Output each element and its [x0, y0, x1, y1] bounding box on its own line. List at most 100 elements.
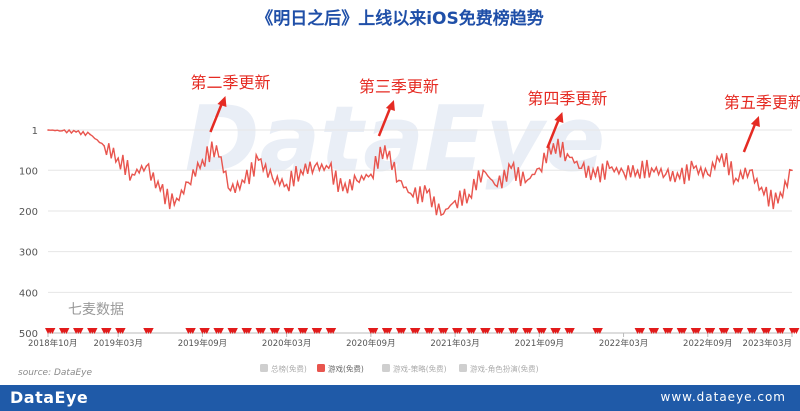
- bottom-marker: [231, 328, 238, 334]
- site-url[interactable]: www.dataeye.com: [660, 390, 786, 404]
- annotation-arrow: [546, 117, 561, 149]
- bottom-marker: [217, 328, 224, 334]
- annotation-arrow-head: [217, 96, 227, 107]
- bottom-marker: [330, 328, 337, 334]
- annotation-label: 第五季更新: [724, 93, 800, 112]
- bottom-marker: [709, 328, 716, 334]
- legend-label: 游戏(免费): [328, 364, 364, 374]
- y-tick-label: 100: [19, 166, 38, 177]
- x-tick-label: 2021年09月: [515, 338, 564, 349]
- bottom-marker: [189, 328, 196, 334]
- bottom-marker: [456, 328, 463, 334]
- data-point: [299, 169, 302, 172]
- bottom-marker: [779, 328, 786, 334]
- annotation-arrow: [742, 121, 758, 153]
- data-point: [384, 145, 386, 147]
- x-tick-label: 2018年10月: [28, 338, 77, 349]
- legend: 总榜(免费) 游戏(免费) 游戏-策略(免费) 游戏-角色扮演(免费): [260, 364, 539, 374]
- data-point: [426, 191, 428, 194]
- bottom-marker: [540, 328, 547, 334]
- data-point: [271, 177, 274, 180]
- data-point: [341, 189, 344, 192]
- bottom-marker: [751, 328, 758, 334]
- data-point: [692, 167, 695, 170]
- data-point: [370, 173, 372, 176]
- data-point: [398, 179, 400, 182]
- y-tick-label: 1: [32, 126, 38, 137]
- bottom-marker: [470, 328, 477, 334]
- bottom-marker: [203, 328, 210, 334]
- data-point: [215, 145, 218, 147]
- data-point: [608, 167, 611, 170]
- data-point: [777, 202, 779, 204]
- data-point: [201, 159, 204, 161]
- bottom-marker: [245, 328, 252, 334]
- annotation-arrow: [209, 101, 224, 133]
- data-point: [117, 157, 119, 159]
- bottom-marker: [428, 328, 435, 334]
- bottom-marker: [288, 328, 295, 334]
- data-point: [454, 199, 456, 202]
- data-point: [173, 204, 176, 206]
- annotation-label: 第二季更新: [190, 73, 270, 92]
- bottom-marker: [512, 328, 519, 334]
- data-point: [664, 173, 667, 176]
- source-label: source: DataEye: [18, 368, 93, 378]
- bottom-marker: [147, 328, 154, 334]
- bottom-marker: [105, 328, 112, 334]
- bottom-marker: [653, 328, 660, 334]
- bottom-marker: [681, 328, 688, 334]
- bottom-marker: [568, 328, 575, 334]
- series-line: [47, 128, 793, 216]
- data-point: [636, 169, 639, 172]
- data-point: [580, 167, 583, 170]
- data-point: [187, 181, 190, 184]
- data-point: [145, 165, 148, 168]
- legend-swatch: [382, 364, 390, 372]
- bottom-marker: [63, 328, 70, 334]
- series-points: [47, 129, 793, 216]
- data-point: [622, 171, 625, 174]
- bottom-marker: [372, 328, 379, 334]
- bottom-marker: [526, 328, 533, 334]
- bottom-marker: [793, 328, 800, 334]
- data-point: [257, 159, 260, 161]
- bottom-marker: [316, 328, 323, 334]
- data-point: [735, 177, 737, 180]
- annotation-arrow-head: [554, 112, 564, 123]
- annotation-arrow: [377, 105, 393, 137]
- data-point: [552, 143, 555, 145]
- data-point: [356, 179, 358, 182]
- bottom-marker: [596, 328, 603, 334]
- x-tick-label: 2019年03月: [93, 338, 142, 349]
- data-point: [159, 189, 162, 192]
- footer-bar: DataEye www.dataeye.com: [0, 385, 800, 411]
- bottom-marker: [723, 328, 730, 334]
- bottom-marker: [119, 328, 126, 334]
- data-point: [791, 169, 793, 172]
- x-tick-label: 2022年09月: [683, 338, 732, 349]
- data-point: [594, 175, 597, 178]
- legend-label: 游戏-角色扮演(免费): [470, 364, 539, 374]
- data-point: [678, 177, 681, 180]
- bottom-marker: [695, 328, 702, 334]
- bottom-marker: [91, 328, 98, 334]
- bottom-marker: [667, 328, 674, 334]
- legend-swatch: [459, 364, 467, 372]
- bottom-marker: [765, 328, 772, 334]
- data-point: [468, 193, 470, 196]
- bottom-marker: [400, 328, 407, 334]
- bottom-marker: [274, 328, 281, 334]
- bottom-marker: [442, 328, 449, 334]
- bottom-marker: [737, 328, 744, 334]
- bottom-markers: [45, 328, 800, 334]
- data-point: [510, 167, 513, 170]
- x-axis: 2018年10月 2019年03月 2019年09月 2020年03月 2020年09月…: [28, 333, 793, 349]
- data-point: [482, 169, 484, 172]
- x-tick-label: 2022年03月: [599, 338, 648, 349]
- data-point: [496, 185, 499, 188]
- bottom-marker: [638, 328, 645, 334]
- x-tick-label: 2020年03月: [262, 338, 311, 349]
- legend-label: 游戏-策略(免费): [393, 364, 447, 374]
